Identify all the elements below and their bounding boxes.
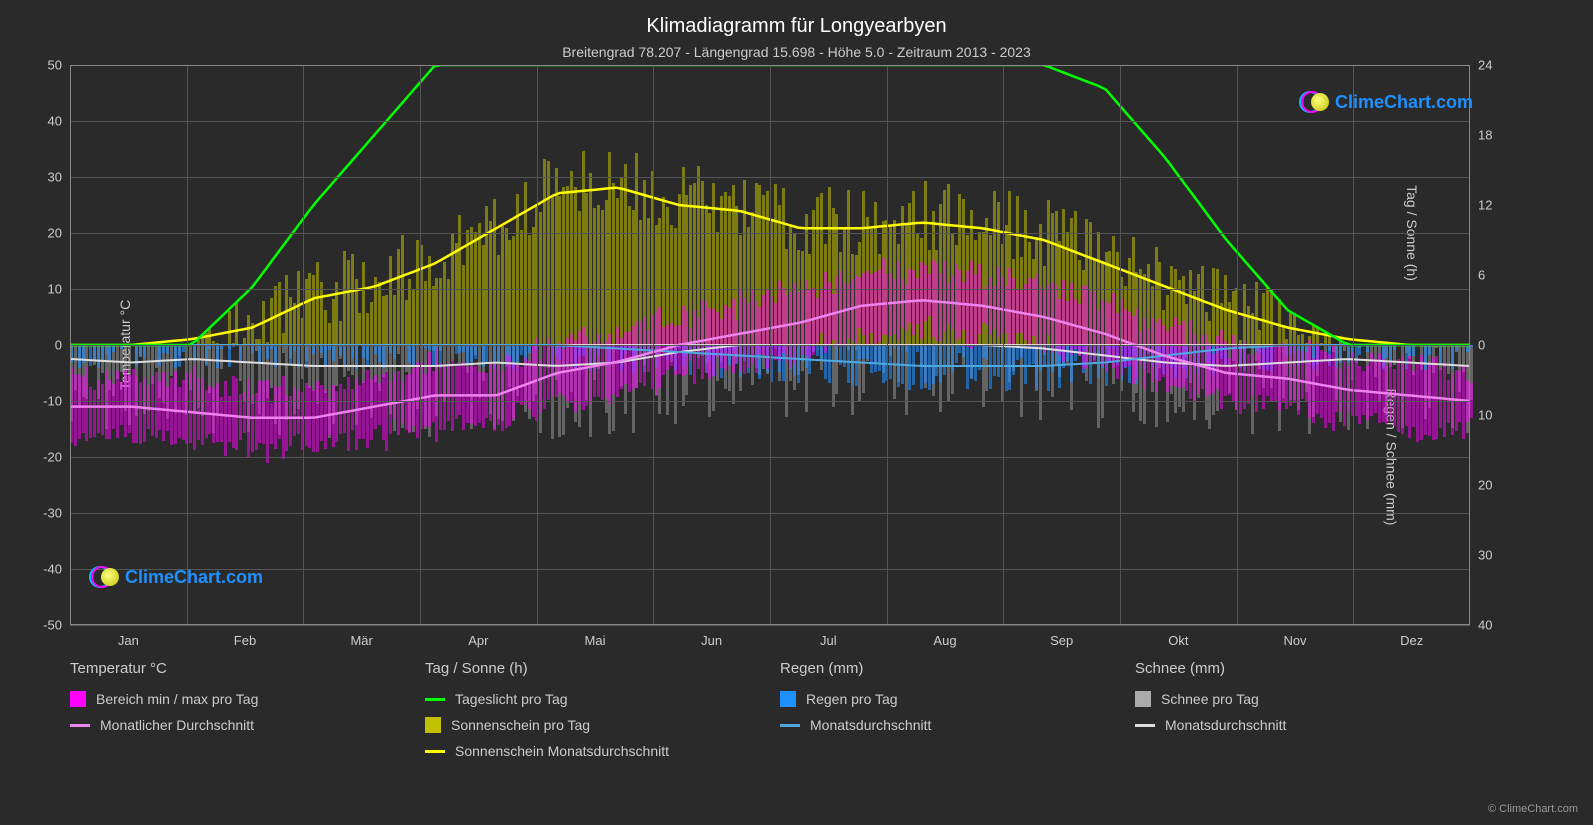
legend-swatch-icon [1135,691,1151,707]
x-tick: Jun [701,633,722,648]
y-right-bottom-tick: 10 [1478,408,1492,423]
legend-item: Schnee pro Tag [1135,691,1470,707]
x-tick: Jul [820,633,837,648]
legend-item: Monatsdurchschnitt [780,717,1115,733]
copyright: © ClimeChart.com [1488,803,1578,815]
legend-label: Monatsdurchschnitt [1165,717,1286,733]
y-left-tick: 40 [48,114,62,129]
chart-subtitle: Breitengrad 78.207 - Längengrad 15.698 -… [0,38,1593,60]
legend-column: Temperatur °C Bereich min / max pro Tag Mo… [70,660,405,759]
legend-header: Temperatur °C [70,660,405,677]
x-tick: Mär [350,633,372,648]
x-tick: Nov [1283,633,1306,648]
plot-area: Temperatur °C Tag / Sonne (h) Regen / Sc… [70,65,1470,625]
legend-swatch-icon [780,691,796,707]
legend-label: Regen pro Tag [806,691,898,707]
legend: Temperatur °C Bereich min / max pro Tag Mo… [70,660,1470,759]
x-tick: Mai [585,633,606,648]
legend-item: Bereich min / max pro Tag [70,691,405,707]
legend-item: Monatsdurchschnitt [1135,717,1470,733]
legend-label: Tageslicht pro Tag [455,691,568,707]
legend-line-icon [1135,724,1155,727]
legend-label: Sonnenschein pro Tag [451,717,590,733]
legend-column: Schnee (mm) Schnee pro Tag Monatsdurchschn… [1135,660,1470,759]
climate-chart: Klimadiagramm für Longyearbyen Breitengr… [0,0,1593,825]
brand-icon [95,565,119,589]
legend-item: Monatlicher Durchschnitt [70,717,405,733]
legend-header: Regen (mm) [780,660,1115,677]
legend-item: Tageslicht pro Tag [425,691,760,707]
brand-logo-bottom: ClimeChart.com [95,565,263,589]
x-tick: Apr [468,633,488,648]
y-left-tick: -50 [43,618,62,633]
legend-line-icon [70,724,90,727]
legend-label: Monatlicher Durchschnitt [100,717,254,733]
y-right-top-tick: 0 [1478,338,1485,353]
chart-title: Klimadiagramm für Longyearbyen [0,0,1593,38]
x-tick: Dez [1400,633,1423,648]
legend-line-icon [425,750,445,753]
legend-swatch-icon [70,691,86,707]
y-left-tick: -30 [43,506,62,521]
y-right-bottom-tick: 20 [1478,478,1492,493]
x-tick: Okt [1168,633,1188,648]
y-left-tick: 50 [48,58,62,73]
x-tick: Jan [118,633,139,648]
y-left-tick: 0 [55,338,62,353]
y-left-tick: 30 [48,170,62,185]
legend-column: Regen (mm) Regen pro Tag Monatsdurchschnit… [780,660,1115,759]
legend-label: Sonnenschein Monatsdurchschnitt [455,743,669,759]
y-left-tick: 20 [48,226,62,241]
brand-logo-top: ClimeChart.com [1305,90,1473,114]
legend-item: Sonnenschein Monatsdurchschnitt [425,743,760,759]
y-right-top-tick: 12 [1478,198,1492,213]
legend-swatch-icon [425,717,441,733]
legend-label: Monatsdurchschnitt [810,717,931,733]
legend-item: Regen pro Tag [780,691,1115,707]
y-right-bottom-tick: 30 [1478,548,1492,563]
y-left-tick: 10 [48,282,62,297]
x-tick: Sep [1050,633,1073,648]
y-left-tick: -10 [43,394,62,409]
x-tick: Aug [933,633,956,648]
legend-header: Tag / Sonne (h) [425,660,760,677]
y-right-bottom-tick: 40 [1478,618,1492,633]
y-right-top-tick: 18 [1478,128,1492,143]
brand-text: ClimeChart.com [1335,92,1473,113]
legend-column: Tag / Sonne (h) Tageslicht pro Tag Sonnens… [425,660,760,759]
x-tick: Feb [234,633,256,648]
legend-label: Bereich min / max pro Tag [96,691,258,707]
legend-item: Sonnenschein pro Tag [425,717,760,733]
legend-header: Schnee (mm) [1135,660,1470,677]
y-right-top-tick: 24 [1478,58,1492,73]
legend-label: Schnee pro Tag [1161,691,1259,707]
y-left-tick: -20 [43,450,62,465]
y-left-tick: -40 [43,562,62,577]
legend-line-icon [780,724,800,727]
brand-icon [1305,90,1329,114]
brand-text: ClimeChart.com [125,567,263,588]
y-right-top-tick: 6 [1478,268,1485,283]
legend-line-icon [425,698,445,701]
